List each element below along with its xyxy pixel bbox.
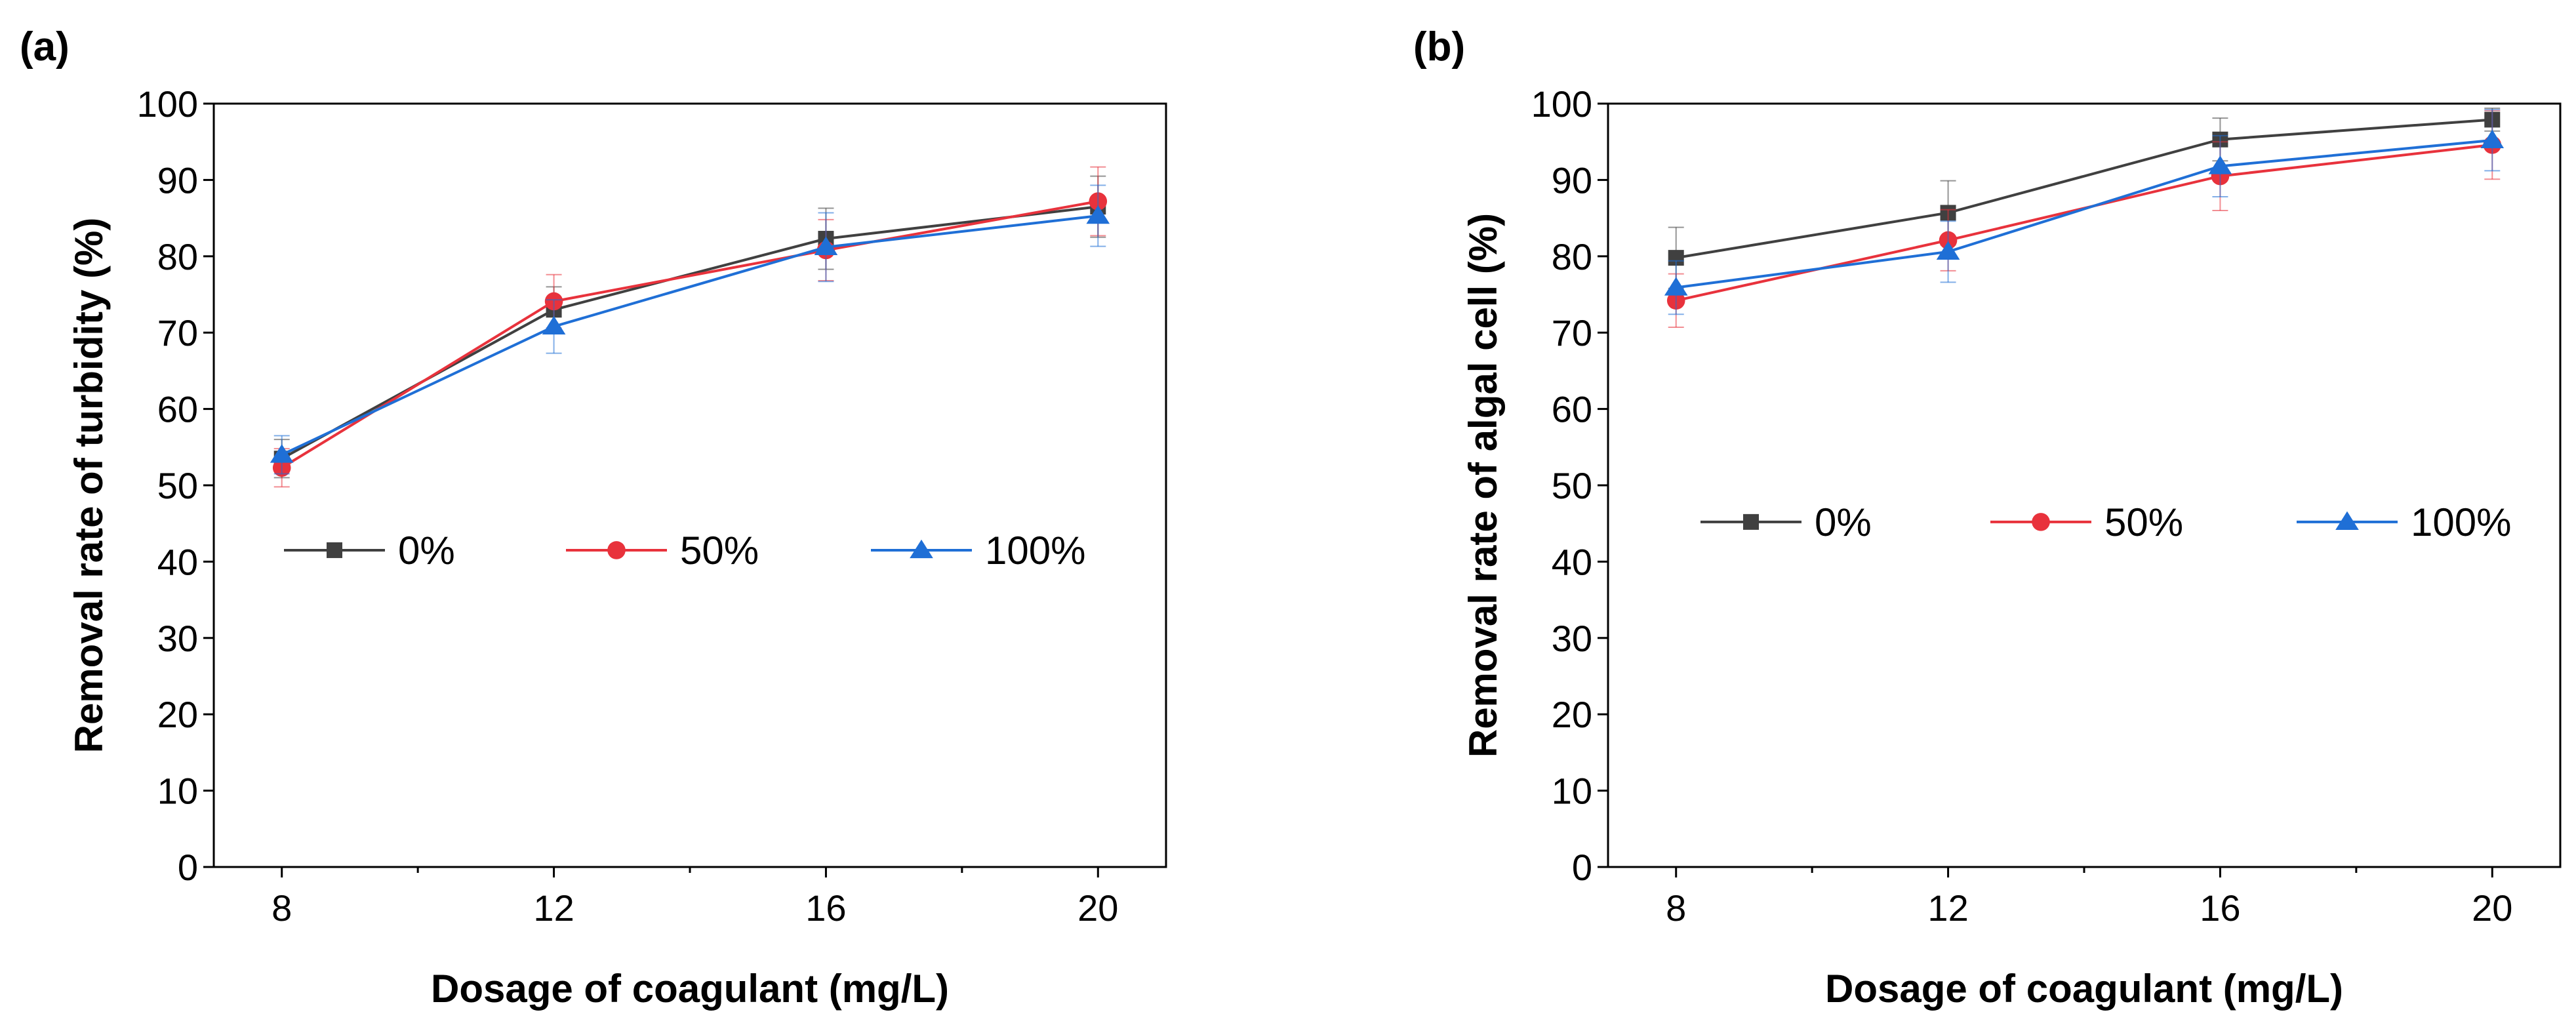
- y-tick-label: 70: [1552, 312, 1592, 353]
- x-axis-title: Dosage of coagulant (mg/L): [431, 967, 949, 1011]
- data-point: [814, 236, 838, 255]
- legend-label: 100%: [985, 529, 1085, 573]
- y-tick-label: 10: [157, 771, 198, 812]
- x-tick-label: 8: [1666, 887, 1686, 929]
- legend-label: 0%: [398, 529, 455, 573]
- x-tick-label: 8: [272, 887, 292, 929]
- data-point: [542, 315, 566, 335]
- panel-label: (b): [1413, 24, 1465, 70]
- series-50pct: [1666, 110, 2502, 329]
- series-100pct: [1664, 109, 2505, 315]
- x-axis-title: Dosage of coagulant (mg/L): [1825, 967, 2343, 1011]
- series-0pct: [1668, 107, 2501, 289]
- legend-entry-50pct: 50%: [566, 529, 759, 573]
- y-tick-label: 100: [1531, 83, 1592, 125]
- y-tick-label: 40: [1552, 541, 1592, 582]
- y-tick-label: 0: [1572, 847, 1592, 888]
- y-tick-label: 20: [1552, 694, 1592, 735]
- legend-entry-0pct: 0%: [284, 529, 455, 573]
- y-axis-title: Removal rate of algal cell (%): [1461, 213, 1505, 757]
- x-tick-label: 20: [2472, 887, 2512, 929]
- series-line: [281, 205, 1098, 460]
- x-tick-label: 20: [1077, 887, 1118, 929]
- y-tick-label: 70: [157, 312, 198, 353]
- y-axis-title: Removal rate of turbidity (%): [67, 218, 111, 754]
- data-point: [1086, 205, 1110, 224]
- legend-entry-0pct: 0%: [1701, 500, 1872, 544]
- x-tick-label: 12: [1927, 887, 1968, 929]
- y-tick-label: 60: [157, 389, 198, 430]
- chart-panel-b: (b) 0 10 20 30 40 50 60 70 80 90 100 8 12 16 20 Dosage o…: [1413, 24, 2562, 1011]
- series-100pct: [270, 184, 1110, 475]
- data-point: [1936, 241, 1960, 260]
- series-line: [1676, 143, 2493, 302]
- chart-panel-a: (a) 0 10 20 30 40 50 60 70 80 90 100 8 12 16 20 Dosage o…: [20, 24, 1167, 1011]
- legend-marker: [1743, 514, 1759, 530]
- plot-frame: [1607, 102, 2562, 868]
- legend-marker: [910, 539, 933, 559]
- legend-marker: [2032, 513, 2050, 531]
- legend-label: 50%: [680, 529, 759, 573]
- y-tick-label: 80: [1552, 236, 1592, 277]
- y-tick-label: 90: [1552, 159, 1592, 201]
- y-tick-label: 80: [157, 236, 198, 277]
- x-tick-label: 12: [533, 887, 574, 929]
- series-line: [1676, 118, 2493, 260]
- y-tick-label: 20: [157, 694, 198, 735]
- legend-entry-100pct: 100%: [871, 529, 1085, 573]
- x-tick-label: 16: [805, 887, 846, 929]
- y-tick-label: 50: [1552, 465, 1592, 506]
- plot-frame: [212, 102, 1167, 868]
- y-tick-label: 90: [157, 159, 198, 201]
- y-tick-label: 10: [1552, 771, 1592, 812]
- series-line: [281, 200, 1098, 469]
- data-point: [1664, 277, 1688, 296]
- y-tick-label: 30: [1552, 618, 1592, 659]
- legend-marker: [2335, 511, 2359, 531]
- series-line: [1676, 138, 2493, 289]
- legend-label: 100%: [2411, 500, 2511, 544]
- legend-entry-100pct: 100%: [2297, 500, 2511, 544]
- y-tick-label: 50: [157, 465, 198, 506]
- series-line: [281, 214, 1098, 456]
- data-point: [270, 444, 294, 463]
- data-point: [2208, 155, 2232, 174]
- y-tick-label: 60: [1552, 389, 1592, 430]
- x-tick-label: 16: [2200, 887, 2240, 929]
- y-tick-label: 0: [178, 847, 198, 888]
- panel-label: (a): [20, 24, 70, 70]
- legend-entry-50pct: 50%: [1990, 500, 2183, 544]
- legend-label: 50%: [2104, 500, 2183, 544]
- legend-marker: [327, 542, 342, 558]
- legend-marker: [607, 541, 626, 559]
- y-tick-label: 100: [137, 83, 198, 125]
- y-tick-label: 40: [157, 541, 198, 582]
- legend-label: 0%: [1815, 500, 1872, 544]
- y-tick-label: 30: [157, 618, 198, 659]
- series-50pct: [272, 166, 1108, 488]
- data-point: [2480, 129, 2505, 149]
